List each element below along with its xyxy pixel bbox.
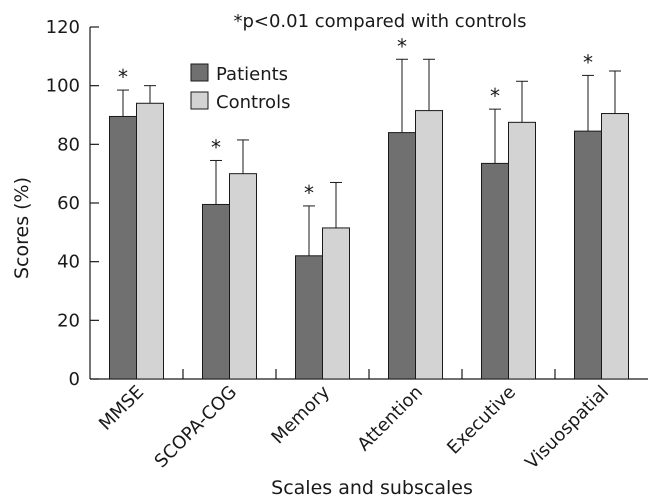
bar-controls-executive — [508, 121, 536, 380]
significance-marker: * — [211, 135, 221, 159]
significance-marker: * — [490, 84, 500, 108]
bar-patients-memory — [295, 255, 323, 380]
y-tick-label: 100 — [46, 76, 80, 97]
legend-swatch-controls — [190, 91, 209, 110]
chart-annotation: *p<0.01 compared with controls — [233, 11, 526, 32]
legend-swatch-patients — [190, 63, 209, 82]
bar-controls-visuospatial — [601, 113, 629, 380]
bar-controls-mmse — [136, 102, 164, 380]
bar-controls-memory — [322, 227, 350, 380]
significance-marker: * — [118, 65, 128, 89]
bar-patients-attention — [388, 132, 416, 380]
y-tick-label: 0 — [69, 369, 80, 390]
bar-patients-executive — [481, 162, 509, 380]
y-tick-label: 80 — [57, 134, 80, 155]
x-tick-label: MMSE — [95, 382, 148, 435]
x-tick-label: Attention — [353, 382, 427, 456]
bar-controls-scopa-cog — [229, 173, 257, 380]
y-tick-label: 120 — [46, 17, 80, 38]
legend: Patients Controls — [190, 63, 290, 113]
bar-patients-mmse — [109, 115, 137, 380]
bar-patients-visuospatial — [574, 130, 602, 380]
x-tick-label: Executive — [443, 382, 520, 459]
x-tick-label: Visuospatial — [521, 382, 613, 474]
y-tick-label: 60 — [57, 193, 80, 214]
bar-controls-attention — [415, 110, 443, 380]
x-tick-label: Memory — [267, 381, 334, 448]
x-axis-title: Scales and subscales — [271, 477, 473, 499]
legend-label-controls: Controls — [216, 92, 290, 113]
y-tick-label: 20 — [57, 310, 80, 331]
significance-marker: * — [583, 50, 593, 74]
x-tick-label: SCOPA-COG — [151, 382, 241, 472]
bar-patients-scopa-cog — [202, 203, 230, 380]
y-axis-title: Scores (%) — [11, 177, 33, 279]
y-tick-label: 40 — [57, 252, 80, 273]
legend-label-patients: Patients — [216, 64, 288, 85]
significance-marker: * — [397, 34, 407, 58]
significance-marker: * — [304, 181, 314, 205]
